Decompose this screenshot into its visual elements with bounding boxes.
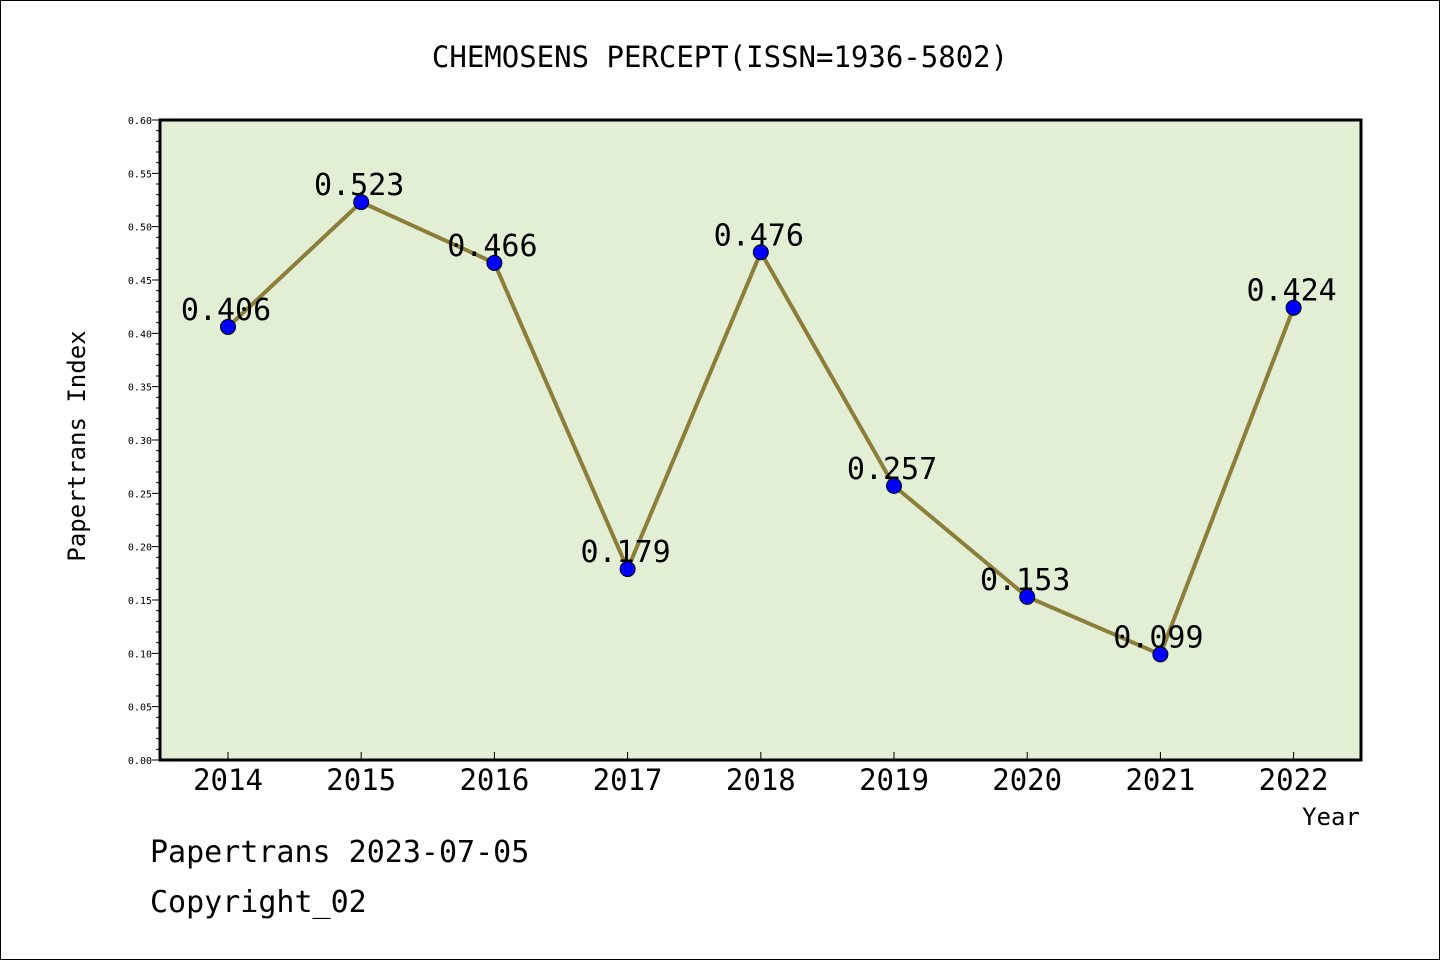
data-point bbox=[752, 244, 769, 261]
y-tick-label: 0.30 bbox=[128, 436, 152, 447]
y-axis: 0.00 0.05 0.10 0.15 0.20 0.25 0.30 0.35 0.40 0.45… bbox=[128, 116, 160, 767]
x-tick-label: 2022 bbox=[1259, 763, 1329, 797]
data-label: 0.466 bbox=[447, 229, 537, 264]
x-tick-label: 2019 bbox=[859, 763, 929, 797]
data-label: 0.476 bbox=[714, 218, 804, 253]
plot-area bbox=[160, 120, 1361, 760]
plot-border bbox=[158, 118, 1363, 762]
data-point bbox=[1285, 299, 1302, 316]
y-tick-label: 0.40 bbox=[128, 329, 152, 340]
data-label: 0.179 bbox=[580, 535, 670, 570]
footer-copyright: Copyright_02 bbox=[150, 885, 367, 920]
y-tick-label: 0.60 bbox=[128, 116, 152, 127]
y-tick-label: 0.55 bbox=[128, 169, 152, 180]
data-label: 0.406 bbox=[181, 293, 271, 328]
x-tick-label: 2018 bbox=[726, 763, 796, 797]
x-tick-label: 2021 bbox=[1125, 763, 1195, 797]
data-label: 0.153 bbox=[980, 563, 1070, 598]
y-tick-label: 0.25 bbox=[128, 489, 152, 500]
y-tick-label: 0.35 bbox=[128, 383, 152, 394]
x-axis: 2014 2015 2016 2017 2018 2019 2020 2021 2022 bbox=[193, 752, 1329, 797]
y-tick-label: 0.05 bbox=[128, 703, 152, 714]
data-label: 0.523 bbox=[314, 168, 404, 203]
data-label: 0.424 bbox=[1246, 274, 1336, 309]
x-tick-label: 2017 bbox=[593, 763, 663, 797]
data-point bbox=[886, 477, 902, 494]
y-tick-label: 0.10 bbox=[128, 649, 152, 660]
x-axis-label: Year bbox=[1302, 803, 1360, 831]
data-point bbox=[486, 254, 503, 271]
chart-title: CHEMOSENS PERCEPT(ISSN=1936-5802) bbox=[432, 40, 1008, 74]
x-tick-label: 2015 bbox=[326, 763, 396, 797]
data-point bbox=[1152, 646, 1169, 663]
y-tick-label: 0.15 bbox=[128, 596, 152, 607]
data-point bbox=[353, 194, 370, 211]
data-labels: 0.406 0.523 0.466 0.179 0.476 0.257 0.153 0.099… bbox=[181, 168, 1337, 655]
x-tick-label: 2014 bbox=[193, 763, 263, 797]
y-axis-label: Papertrans Index bbox=[63, 330, 91, 561]
data-point bbox=[220, 318, 236, 335]
y-tick-label: 0.20 bbox=[128, 543, 152, 554]
data-points bbox=[220, 194, 1302, 663]
y-tick-label: 0.50 bbox=[128, 223, 152, 234]
x-tick-label: 2020 bbox=[992, 763, 1062, 797]
data-label: 0.099 bbox=[1113, 620, 1203, 655]
y-tick-label: 0.45 bbox=[128, 276, 152, 287]
x-tick-label: 2016 bbox=[459, 763, 529, 797]
footer-date: Papertrans 2023-07-05 bbox=[150, 835, 530, 870]
data-label: 0.257 bbox=[847, 452, 937, 487]
y-tick-label: 0.00 bbox=[128, 756, 152, 767]
data-point bbox=[1019, 588, 1036, 605]
data-point bbox=[619, 561, 636, 578]
